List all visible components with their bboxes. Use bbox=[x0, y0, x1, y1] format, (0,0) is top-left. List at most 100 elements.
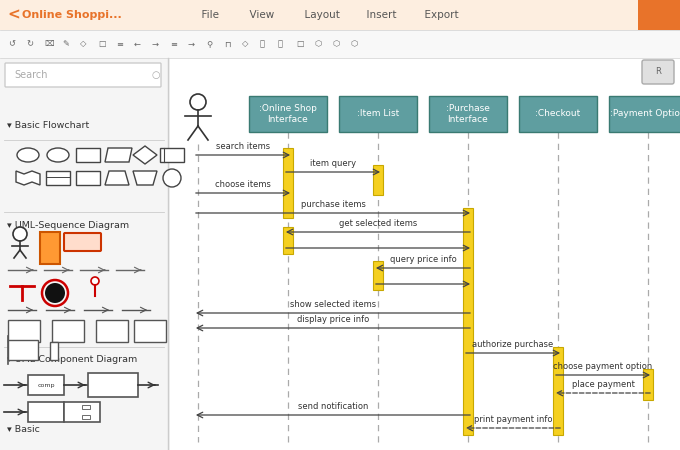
Bar bbox=[82, 405, 90, 409]
Text: ✎: ✎ bbox=[62, 40, 69, 49]
Bar bbox=[429, 96, 507, 132]
Polygon shape bbox=[105, 171, 129, 185]
Text: ⬡: ⬡ bbox=[350, 40, 358, 49]
Text: ◇: ◇ bbox=[80, 40, 86, 49]
Text: get selected items: get selected items bbox=[339, 219, 417, 228]
Bar bbox=[373, 165, 383, 195]
Text: ≡: ≡ bbox=[170, 40, 177, 49]
Text: ←: ← bbox=[134, 40, 141, 49]
Bar bbox=[519, 96, 597, 132]
Bar bbox=[76, 171, 100, 185]
Text: ○: ○ bbox=[152, 70, 160, 80]
Circle shape bbox=[163, 169, 181, 187]
Text: show selected items: show selected items bbox=[290, 300, 376, 309]
Bar bbox=[249, 96, 327, 132]
Text: purchase items: purchase items bbox=[301, 200, 365, 209]
Text: search items: search items bbox=[216, 142, 270, 151]
Text: ▾ Basic Flowchart: ▾ Basic Flowchart bbox=[7, 122, 89, 130]
FancyBboxPatch shape bbox=[8, 340, 38, 360]
Text: choose payment option: choose payment option bbox=[554, 362, 653, 371]
Text: display price info: display price info bbox=[297, 315, 369, 324]
Text: send notification: send notification bbox=[298, 402, 368, 411]
Ellipse shape bbox=[17, 148, 39, 162]
Text: View: View bbox=[243, 10, 274, 20]
Text: Layout: Layout bbox=[298, 10, 340, 20]
Circle shape bbox=[91, 277, 99, 285]
Bar bbox=[0, 58, 168, 450]
Bar bbox=[553, 347, 563, 435]
Text: File: File bbox=[195, 10, 219, 20]
Bar bbox=[28, 375, 64, 395]
Bar bbox=[8, 320, 40, 342]
Bar bbox=[50, 342, 58, 360]
Text: →: → bbox=[152, 40, 159, 49]
Bar bbox=[134, 320, 166, 342]
Text: comp: comp bbox=[37, 382, 55, 387]
Bar bbox=[52, 320, 84, 342]
Text: :Payment Option: :Payment Option bbox=[610, 109, 680, 118]
Bar bbox=[283, 148, 293, 218]
FancyBboxPatch shape bbox=[64, 233, 101, 251]
FancyBboxPatch shape bbox=[5, 63, 161, 87]
Text: ↺: ↺ bbox=[8, 40, 15, 49]
Text: ⬡: ⬡ bbox=[332, 40, 339, 49]
Polygon shape bbox=[16, 171, 40, 185]
Text: ≡: ≡ bbox=[116, 40, 123, 49]
Polygon shape bbox=[133, 171, 157, 185]
Bar bbox=[82, 415, 90, 419]
Text: <: < bbox=[7, 8, 20, 22]
Text: item query: item query bbox=[310, 159, 356, 168]
Bar bbox=[643, 369, 653, 400]
Bar bbox=[76, 148, 100, 162]
Text: Online Shoppi...: Online Shoppi... bbox=[22, 10, 122, 20]
Text: →: → bbox=[188, 40, 195, 49]
Bar bbox=[46, 171, 70, 185]
Text: query price info: query price info bbox=[390, 255, 456, 264]
Text: authorize purchase: authorize purchase bbox=[473, 340, 554, 349]
FancyBboxPatch shape bbox=[642, 60, 674, 84]
Bar bbox=[339, 96, 417, 132]
Text: :Item List: :Item List bbox=[357, 109, 399, 118]
Bar bbox=[88, 373, 138, 397]
Text: ◇: ◇ bbox=[242, 40, 248, 49]
Bar bbox=[40, 232, 60, 264]
Text: :Purchase
Interface: :Purchase Interface bbox=[446, 104, 490, 124]
Circle shape bbox=[13, 227, 27, 241]
Text: choose items: choose items bbox=[215, 180, 271, 189]
Bar bbox=[463, 208, 473, 435]
Text: ⬡: ⬡ bbox=[314, 40, 322, 49]
Text: ⚿: ⚿ bbox=[278, 40, 283, 49]
Bar bbox=[638, 0, 680, 30]
Text: Insert: Insert bbox=[360, 10, 396, 20]
Bar bbox=[96, 320, 128, 342]
Circle shape bbox=[190, 94, 206, 110]
Circle shape bbox=[45, 283, 65, 303]
Text: :Checkout: :Checkout bbox=[535, 109, 581, 118]
Text: ↻: ↻ bbox=[26, 40, 33, 49]
Bar bbox=[373, 261, 383, 290]
Text: ☐: ☐ bbox=[98, 40, 105, 49]
Bar bbox=[283, 227, 293, 254]
Polygon shape bbox=[105, 148, 132, 162]
Ellipse shape bbox=[47, 148, 69, 162]
Text: :Online Shop
Interface: :Online Shop Interface bbox=[259, 104, 317, 124]
Text: ⚲: ⚲ bbox=[206, 40, 212, 49]
Text: Search: Search bbox=[14, 70, 48, 80]
Bar bbox=[28, 402, 64, 422]
Bar bbox=[0, 30, 680, 58]
Text: ▾ UML-Sequence Diagram: ▾ UML-Sequence Diagram bbox=[7, 220, 129, 230]
Bar bbox=[168, 58, 680, 450]
Text: ⚿: ⚿ bbox=[260, 40, 265, 49]
Bar bbox=[0, 0, 680, 30]
Text: ▾ Basic: ▾ Basic bbox=[7, 426, 40, 435]
Text: ▾ UML-Component Diagram: ▾ UML-Component Diagram bbox=[7, 356, 137, 364]
Text: place payment: place payment bbox=[572, 380, 634, 389]
Bar bbox=[64, 402, 100, 422]
Bar bbox=[609, 96, 680, 132]
Text: Export: Export bbox=[418, 10, 458, 20]
Text: ⊓: ⊓ bbox=[224, 40, 231, 49]
Text: R: R bbox=[655, 68, 661, 76]
Text: ⌧: ⌧ bbox=[44, 40, 54, 49]
Text: print payment info: print payment info bbox=[474, 415, 552, 424]
Bar bbox=[160, 148, 184, 162]
